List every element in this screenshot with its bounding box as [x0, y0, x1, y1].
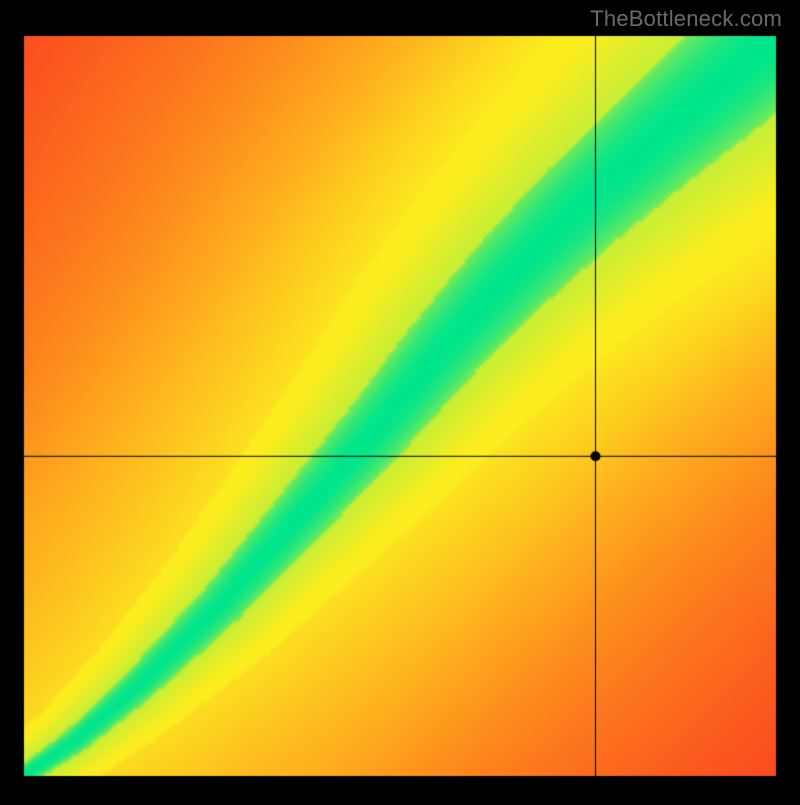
bottleneck-heatmap-canvas	[0, 0, 800, 800]
watermark-text: TheBottleneck.com	[590, 6, 782, 32]
root: TheBottleneck.com	[0, 0, 800, 800]
